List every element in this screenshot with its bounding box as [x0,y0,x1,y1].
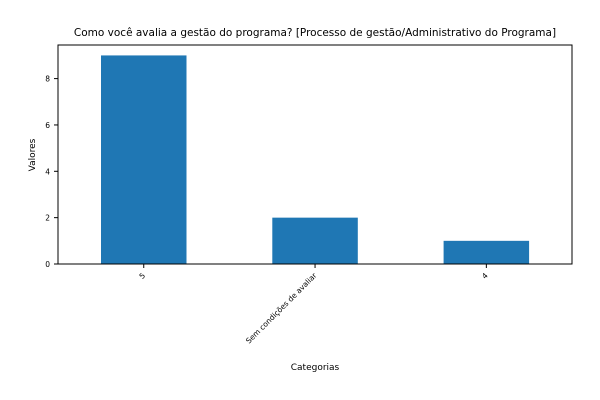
x-axis-label: Categorias [291,363,340,373]
plot-frame [57,44,573,265]
x-tick-label: 5 [137,271,147,281]
x-tick-label: 4 [480,271,490,281]
y-tick-label: 6 [45,121,50,130]
chart-title: Como você avalia a gestão do programa? [… [74,27,556,39]
y-axis-label: Valores [28,138,38,171]
bar-1 [272,217,358,264]
y-tick-label: 4 [45,167,50,176]
bars-group [101,55,530,264]
y-tick-label: 2 [45,214,50,223]
bar-2 [443,240,530,264]
y-axis: 0 2 4 6 8 [45,75,58,269]
y-tick-label: 8 [45,75,50,84]
y-tick-label: 0 [45,260,50,269]
bar-0 [101,55,187,264]
